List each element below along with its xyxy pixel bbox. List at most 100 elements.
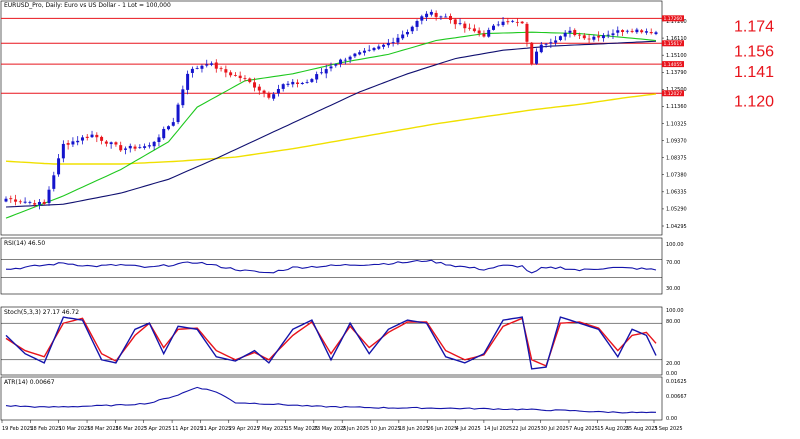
y-tick-label: 1.17260 <box>666 19 687 25</box>
candle-body <box>578 34 582 36</box>
candle-body <box>133 146 137 149</box>
level-label: 1.156 <box>734 43 774 60</box>
candle-body <box>630 30 634 32</box>
candle-body <box>114 142 118 145</box>
x-tick-label: 14 Jul 2025 <box>484 426 512 432</box>
candle-body <box>138 147 142 149</box>
candle-body <box>625 30 629 32</box>
candle-body <box>377 46 381 49</box>
rsi-pane[interactable]: RSI(14) 46.50 100.00 70.00 30.00 <box>0 237 684 295</box>
candle-body <box>496 24 500 26</box>
candle-body <box>28 202 32 203</box>
x-tick-label: 30 Jul 2025 <box>541 426 569 432</box>
x-tick-label: 3 Sep 2025 <box>654 426 683 432</box>
atr-title: ATR(14) 0.00667 <box>4 379 55 386</box>
candle-body <box>57 158 61 175</box>
candle-body <box>200 65 204 69</box>
candle-body <box>434 12 438 17</box>
candle-body <box>276 88 280 94</box>
candle-body <box>506 21 510 23</box>
candle-body <box>420 16 424 21</box>
y-tick-label: 1.06335 <box>666 190 687 196</box>
stochastic-pane[interactable]: Stoch(5,3,3) 27.17 46.72 100.00 80.00 20.0… <box>0 306 684 377</box>
price-pane[interactable]: EURUSD_Pro, Daily: Euro vs US Dollar - 1… <box>0 0 774 236</box>
candle-body <box>386 43 390 46</box>
x-tick-label: 4 Jul 2025 <box>456 426 481 432</box>
price-tag-label: 1.12027 <box>664 91 683 97</box>
candle-body <box>525 23 529 42</box>
y-tick-label: 1.15100 <box>666 53 687 59</box>
candle-body <box>272 94 276 99</box>
stochastic-title: Stoch(5,3,3) 27.17 46.72 <box>4 309 79 316</box>
candle-body <box>95 134 99 138</box>
candle-body <box>635 29 639 33</box>
candle-body <box>233 75 237 76</box>
candle-body <box>334 64 338 66</box>
candle-body <box>515 21 519 23</box>
candle-body <box>573 29 577 36</box>
level-label: 1.174 <box>734 18 774 35</box>
y-tick-label: 1.12500 <box>666 87 687 93</box>
candle-body <box>329 66 333 69</box>
candle-body <box>257 86 261 91</box>
atr-tick-label: 0.00 <box>666 416 677 422</box>
candle-body <box>362 50 366 53</box>
candle-body <box>76 140 80 143</box>
candle-body <box>214 62 218 69</box>
candle-body <box>109 142 113 145</box>
candle-body <box>128 145 132 149</box>
candle-body <box>300 82 304 85</box>
price-tag <box>662 61 684 68</box>
x-tick-label: 10 Mar 2025 <box>59 426 91 432</box>
x-tick-label: 18 Mar 2025 <box>87 426 119 432</box>
y-tick-label: 1.16110 <box>666 36 687 42</box>
candle-body <box>492 25 495 30</box>
x-tick-label: 21 Apr 2025 <box>200 426 231 432</box>
x-tick-label: 19 Feb 2025 <box>2 426 33 432</box>
candle-body <box>66 143 70 145</box>
ma-slow-line <box>5 93 657 165</box>
candle-body <box>42 201 46 204</box>
candle-body <box>205 64 209 66</box>
candle-body <box>358 52 362 55</box>
candle-body <box>448 15 452 20</box>
x-tick-label: 25 Aug 2025 <box>626 426 658 432</box>
atr-pane[interactable]: ATR(14) 0.00667 0.01625 0.00667 0.00 <box>0 376 687 422</box>
candle-body <box>61 143 65 159</box>
x-tick-label: 2 Jun 2025 <box>342 426 369 432</box>
candle-body <box>229 72 233 76</box>
candle-body <box>238 75 242 79</box>
atr-line <box>5 386 657 414</box>
x-tick-label: 23 May 2025 <box>314 426 347 432</box>
candle-body <box>348 56 352 60</box>
stoch-tick-label: 80.00 <box>666 319 680 325</box>
candle-body <box>296 82 300 84</box>
candle-body <box>401 34 405 39</box>
price-tag-label: 1.17260 <box>664 16 683 22</box>
candle-body <box>530 42 534 64</box>
main-title: EURUSD_Pro, Daily: Euro vs US Dollar - 1… <box>4 2 171 9</box>
x-tick-label: 22 Jul 2025 <box>512 426 540 432</box>
candle-body <box>597 36 601 38</box>
candle-body <box>563 32 567 37</box>
candle-body <box>396 37 400 43</box>
candle-body <box>219 68 223 70</box>
atr-tick-label: 0.00667 <box>666 394 687 400</box>
candle-body <box>18 201 22 203</box>
candle-body <box>453 19 457 25</box>
candle-body <box>477 30 481 34</box>
x-tick-label: 15 May 2025 <box>285 426 318 432</box>
candle-body <box>152 141 156 147</box>
candle-body <box>511 20 515 22</box>
price-tag-label: 1.15617 <box>664 41 683 47</box>
stoch-tick-label: 20.00 <box>666 361 680 367</box>
candle-body <box>190 68 194 73</box>
y-tick-label: 1.10325 <box>666 121 687 127</box>
candle-body <box>52 175 56 189</box>
candle-body <box>147 145 151 147</box>
x-tick-label: 10 Jun 2025 <box>371 426 401 432</box>
candle-body <box>640 30 644 33</box>
